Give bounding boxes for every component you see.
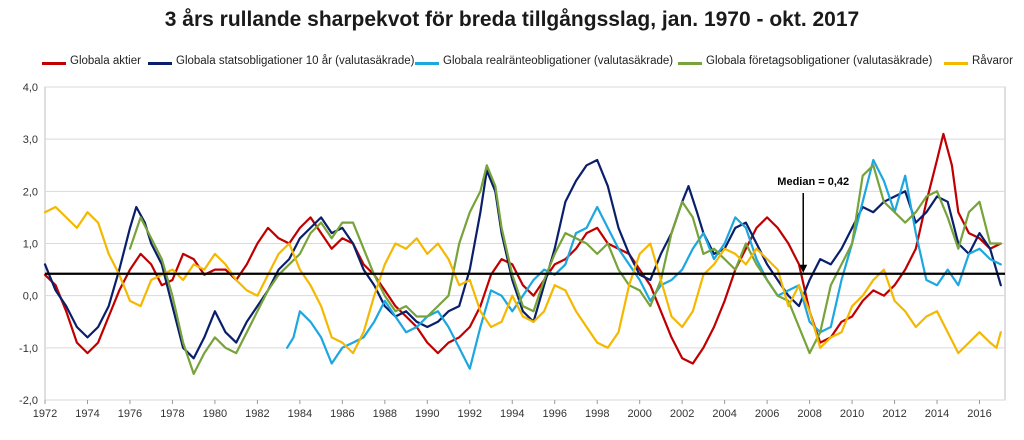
x-tick-label: 2008 [797,408,821,420]
plot-border [44,86,1006,401]
x-tick-label: 1980 [203,408,227,420]
series-line-2 [286,158,1002,370]
x-tick-label: 1974 [75,408,99,420]
legend-label: Globala statsobligationer 10 år (valutas… [176,55,415,67]
series-line-1 [43,158,1002,360]
y-tick-label: 2,0 [23,186,38,198]
median-label: Median = 0,42 [777,176,849,188]
x-tick-label: 1984 [288,408,312,420]
x-tick-label: 2006 [755,408,779,420]
chart-legend: Globala aktier Globala statsobligationer… [0,54,1024,72]
x-tick-label: 1972 [33,408,57,420]
x-tick-label: 2012 [882,408,906,420]
legend-swatch [148,62,172,65]
legend-swatch [678,62,702,65]
y-tick-label: 0,0 [23,291,38,303]
y-tick-label: 4,0 [23,82,38,94]
legend-label: Globala realränteobligationer (valutasäk… [443,55,674,67]
series-line-4 [43,205,1002,355]
x-tick-label: 1986 [330,408,354,420]
x-tick-label: 1978 [160,408,184,420]
legend-swatch [415,62,439,65]
legend-label: Globala företagsobligationer (valutasäkr… [706,55,933,67]
legend-swatch [944,62,968,65]
x-tick-label: 2010 [840,408,864,420]
x-tick-label: 1976 [118,408,142,420]
x-tick-label: 2002 [670,408,694,420]
legend-label: Globala aktier [70,55,141,67]
chart-title: 3 års rullande sharpekvot för breda till… [164,8,860,31]
y-tick-label: 3,0 [23,134,38,146]
x-tick-label: 1988 [373,408,397,420]
x-tick-label: 2000 [627,408,651,420]
x-tick-label: 1996 [542,408,566,420]
x-tick-label: 1992 [458,408,482,420]
x-tick-label: 1998 [585,408,609,420]
median-arrow-head [799,264,808,273]
x-tick-label: 2004 [712,408,736,420]
x-tick-label: 2014 [925,408,949,420]
series-line-3 [128,164,1002,375]
series-line-0 [43,132,1002,365]
legend-label: Råvaror [972,55,1013,67]
y-tick-label: 1,0 [23,239,38,251]
x-tick-label: 1990 [415,408,439,420]
x-tick-label: 1994 [500,408,524,420]
legend-swatch [42,62,66,65]
x-tick-label: 2016 [967,408,991,420]
y-tick-label: -1,0 [19,343,38,355]
x-tick-label: 1982 [245,408,269,420]
y-tick-label: -2,0 [19,395,38,407]
